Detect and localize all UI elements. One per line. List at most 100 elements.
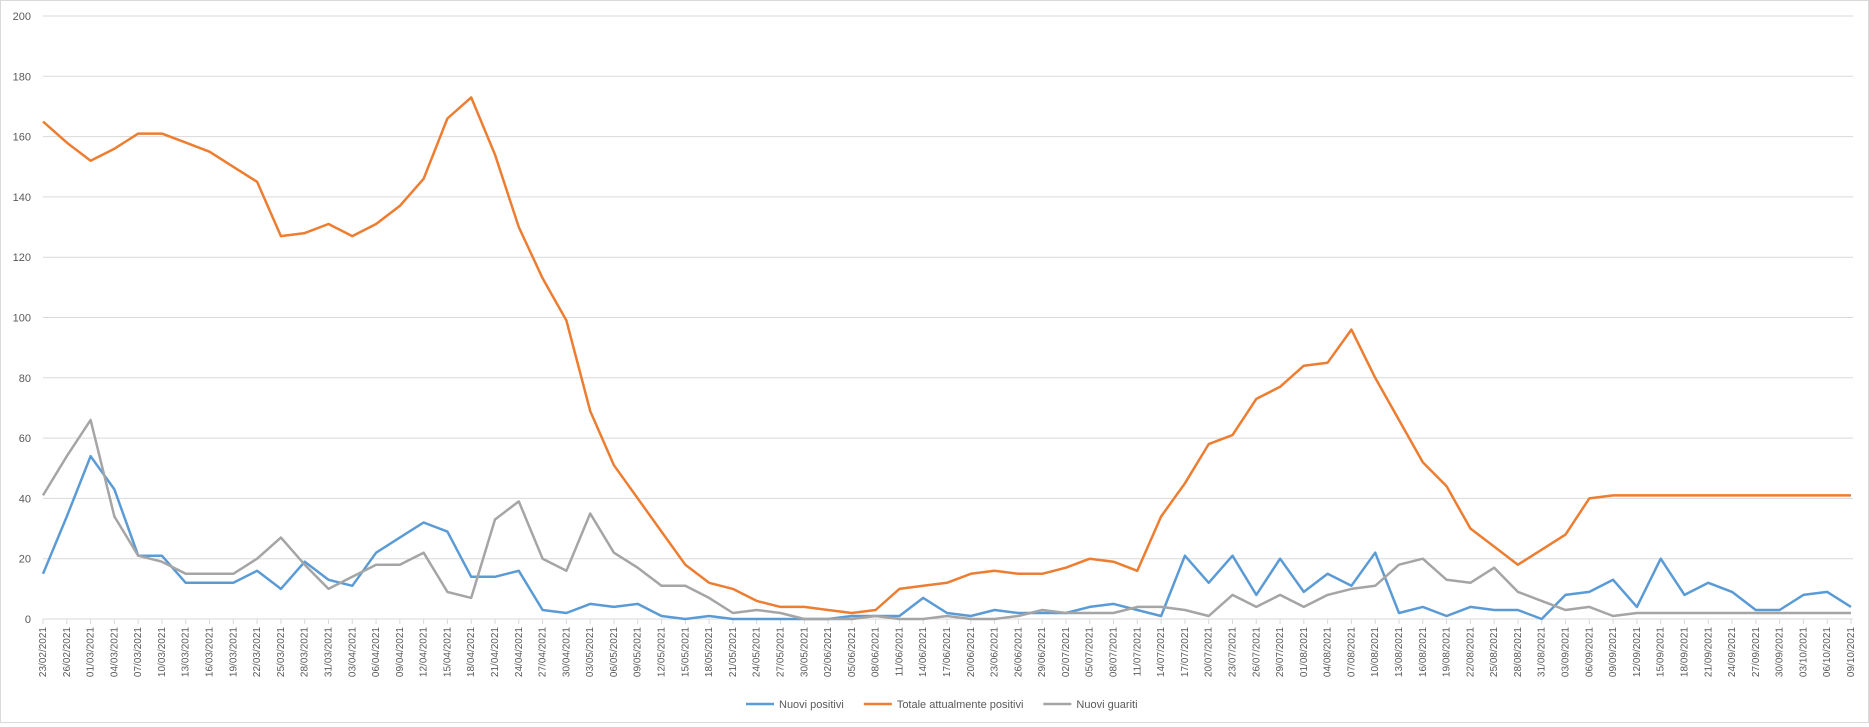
x-tick-label: 16/03/2021 — [205, 627, 216, 677]
x-tick-label: 13/08/2021 — [1394, 627, 1405, 677]
x-tick-label: 15/09/2021 — [1656, 627, 1667, 677]
x-tick-label: 23/06/2021 — [990, 627, 1001, 677]
x-tick-label: 09/05/2021 — [633, 627, 644, 677]
y-tick-label: 180 — [13, 71, 31, 83]
y-tick-label: 200 — [13, 11, 31, 23]
x-tick-label: 09/04/2021 — [395, 627, 406, 677]
x-tick-label: 18/04/2021 — [466, 627, 477, 677]
x-tick-label: 30/04/2021 — [561, 627, 572, 677]
x-tick-label: 21/04/2021 — [490, 627, 501, 677]
x-tick-label: 18/05/2021 — [704, 627, 715, 677]
x-tick-label: 22/03/2021 — [252, 627, 263, 677]
x-tick-label: 30/09/2021 — [1775, 627, 1786, 677]
legend-label: Totale attualmente positivi — [897, 699, 1024, 711]
y-tick-label: 40 — [19, 493, 31, 505]
y-axis: 0 20 40 60 80 100 120 140 160 180 200 — [13, 11, 31, 626]
x-tick-label: 14/06/2021 — [918, 627, 929, 677]
x-tick-label: 30/05/2021 — [799, 627, 810, 677]
x-tick-label: 27/04/2021 — [538, 627, 549, 677]
x-tick-label: 14/07/2021 — [1156, 627, 1167, 677]
x-tick-label: 03/10/2021 — [1798, 627, 1809, 677]
x-tick-label: 20/07/2021 — [1204, 627, 1215, 677]
x-tick-label: 16/08/2021 — [1418, 627, 1429, 677]
x-tick-label: 28/08/2021 — [1513, 627, 1524, 677]
legend-label: Nuovi guariti — [1076, 699, 1137, 711]
x-tick-label: 05/07/2021 — [1085, 627, 1096, 677]
x-tick-label: 12/04/2021 — [419, 627, 430, 677]
x-tick-label: 01/08/2021 — [1299, 627, 1310, 677]
x-tick-label: 15/04/2021 — [442, 627, 453, 677]
x-tick-label: 06/10/2021 — [1822, 627, 1833, 677]
x-tick-label: 20/06/2021 — [966, 627, 977, 677]
x-tick-label: 21/09/2021 — [1703, 627, 1714, 677]
legend-item: Totale attualmente positivi — [863, 699, 1024, 711]
y-tick-label: 120 — [13, 252, 31, 264]
x-tick-label: 04/08/2021 — [1323, 627, 1334, 677]
legend-item: Nuovi positivi — [746, 699, 844, 711]
legend-label: Nuovi positivi — [779, 699, 844, 711]
x-tick-label: 19/08/2021 — [1442, 627, 1453, 677]
x-tick-label: 24/05/2021 — [752, 627, 763, 677]
x-tick-label: 27/09/2021 — [1751, 627, 1762, 677]
x-tick-label: 07/08/2021 — [1346, 627, 1357, 677]
x-tick-label: 10/03/2021 — [157, 627, 168, 677]
series-line-2 — [42, 96, 1851, 615]
x-axis: 23/02/2021 26/02/2021 01/03/2021 04/03/2021… — [38, 619, 1857, 677]
series-lines — [41, 96, 1852, 621]
y-tick-label: 140 — [13, 192, 31, 204]
x-tick-label: 06/09/2021 — [1584, 627, 1595, 677]
x-tick-label: 10/08/2021 — [1370, 627, 1381, 677]
y-tick-label: 0 — [25, 614, 31, 626]
x-tick-label: 26/06/2021 — [1013, 627, 1024, 677]
y-tick-label: 80 — [19, 373, 31, 385]
x-tick-label: 13/03/2021 — [181, 627, 192, 677]
x-tick-label: 18/09/2021 — [1679, 627, 1690, 677]
legend-item: Nuovi guariti — [1043, 699, 1138, 711]
x-tick-label: 23/07/2021 — [1227, 627, 1238, 677]
grid-lines — [43, 15, 1853, 620]
x-tick-label: 23/02/2021 — [38, 627, 49, 677]
x-tick-label: 12/05/2021 — [657, 627, 668, 677]
x-tick-label: 17/07/2021 — [1180, 627, 1191, 677]
x-tick-label: 22/08/2021 — [1465, 627, 1476, 677]
x-tick-label: 08/06/2021 — [871, 627, 882, 677]
x-tick-label: 29/06/2021 — [1037, 627, 1048, 677]
x-tick-label: 03/05/2021 — [585, 627, 596, 677]
x-tick-label: 09/09/2021 — [1608, 627, 1619, 677]
x-tick-label: 24/04/2021 — [514, 627, 525, 677]
x-tick-label: 12/09/2021 — [1632, 627, 1643, 677]
x-tick-label: 03/09/2021 — [1561, 627, 1572, 677]
legend: Nuovi positivi Totale attualmente positiv… — [746, 699, 1138, 711]
x-tick-label: 31/03/2021 — [323, 627, 334, 677]
x-tick-label: 02/07/2021 — [1061, 627, 1072, 677]
x-tick-label: 01/03/2021 — [86, 627, 97, 677]
x-tick-label: 11/07/2021 — [1132, 627, 1143, 677]
x-tick-label: 31/08/2021 — [1537, 627, 1548, 677]
x-tick-label: 25/03/2021 — [276, 627, 287, 677]
x-tick-label: 06/04/2021 — [371, 627, 382, 677]
x-tick-label: 06/05/2021 — [609, 627, 620, 677]
x-tick-label: 15/05/2021 — [680, 627, 691, 677]
x-tick-label: 24/09/2021 — [1727, 627, 1738, 677]
x-tick-label: 27/05/2021 — [775, 627, 786, 677]
x-tick-label: 03/04/2021 — [347, 627, 358, 677]
x-tick-label: 19/03/2021 — [228, 627, 239, 677]
x-tick-label: 08/07/2021 — [1109, 627, 1120, 677]
series-line-3 — [41, 418, 1851, 621]
x-tick-label: 05/06/2021 — [847, 627, 858, 677]
x-tick-label: 07/03/2021 — [133, 627, 144, 677]
x-tick-label: 21/05/2021 — [728, 627, 739, 677]
x-tick-label: 28/03/2021 — [300, 627, 311, 677]
x-tick-label: 11/06/2021 — [894, 627, 905, 677]
x-tick-label: 02/06/2021 — [823, 627, 834, 677]
x-tick-label: 17/06/2021 — [942, 627, 953, 677]
x-tick-label: 26/07/2021 — [1251, 627, 1262, 677]
y-tick-label: 20 — [19, 554, 31, 566]
x-tick-label: 25/08/2021 — [1489, 627, 1500, 677]
x-tick-label: 04/03/2021 — [109, 627, 120, 677]
series-line-1 — [41, 454, 1852, 621]
y-tick-label: 160 — [13, 132, 31, 144]
y-tick-label: 100 — [13, 313, 31, 325]
